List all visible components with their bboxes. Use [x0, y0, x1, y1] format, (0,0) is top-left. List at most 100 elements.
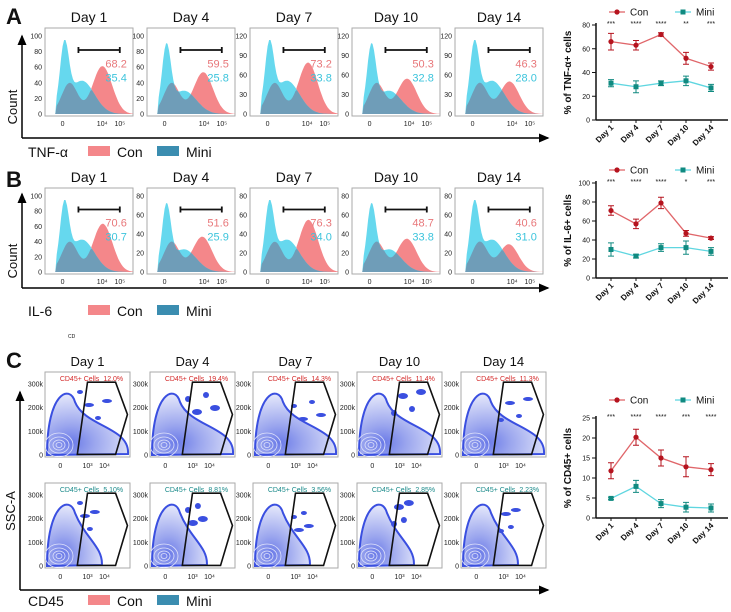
significance-mark: **** — [631, 21, 642, 28]
gate-bar — [487, 47, 531, 53]
x-tick-label: Day 10 — [666, 521, 691, 546]
y-tick-label: 80 — [239, 194, 247, 201]
marker-label: CD45 — [28, 593, 64, 609]
y-tick-label: 0 — [448, 270, 452, 277]
y-tick-label: 80 — [582, 23, 590, 30]
density-ring — [150, 543, 179, 568]
y-tick-label: 20 — [444, 251, 452, 258]
y-tick-label: 60 — [582, 46, 590, 53]
y-tick-label: 15 — [582, 456, 590, 463]
density-ring — [45, 543, 74, 568]
panel-letter: A — [6, 4, 22, 29]
density-contour — [253, 392, 338, 457]
mini-data-point — [633, 483, 639, 489]
density-blob — [86, 527, 93, 531]
y-tick-label: 0 — [247, 453, 251, 460]
y-tick-label: 80 — [444, 194, 452, 201]
x-tick-label: 0 — [368, 279, 372, 286]
y-tick-label: 60 — [341, 73, 349, 80]
mini-percent: 31.0 — [515, 231, 536, 243]
x-tick-label: 10⁴ — [199, 279, 210, 286]
gate-label-percent: 11.3% — [520, 376, 539, 383]
mini-percent: 35.4 — [105, 73, 126, 85]
density-ring — [150, 432, 179, 457]
density-plot-con-day-2: CD45+ Cells 14.3% 0 100k 200k 300k 0 10³ 10⁴ — [236, 371, 339, 470]
density-ring — [468, 550, 482, 562]
y-axis-title: Count — [5, 243, 20, 278]
histogram-panelA-day-1: 0 20 40 60 80 100 0 10⁴ 10⁵ 59.5 25.8 — [132, 27, 236, 128]
gate-label-percent: 8.81% — [208, 487, 228, 494]
gate-label-percent: 12.0% — [103, 376, 123, 383]
x-tick-label: Day 14 — [691, 123, 716, 148]
y-tick-label: 20 — [136, 251, 144, 258]
con-percent: 73.2 — [310, 59, 331, 71]
density-ring — [256, 547, 278, 565]
y-tick-label: 60 — [136, 65, 144, 72]
gate-label: CD45+ Cells 19.4% — [165, 376, 228, 383]
density-ring — [48, 547, 70, 565]
density-ring — [52, 550, 66, 562]
density-blob — [498, 529, 504, 533]
y-tick-label: 0 — [586, 516, 590, 523]
y-tick-label: 100 — [132, 34, 144, 41]
histogram-panelA-day-0: 0 20 40 60 80 100 0 10⁴ 10⁵ 68.2 35.4 — [30, 27, 134, 128]
density-ring — [367, 553, 375, 559]
x-tick-label: 10⁴ — [307, 463, 318, 470]
y-tick-label: 30 — [444, 92, 452, 99]
gate-polygon — [492, 492, 545, 567]
x-tick-label: 10⁴ — [204, 463, 215, 470]
density-ring — [263, 553, 271, 559]
y-tick-label: 0 — [140, 270, 144, 277]
chart-il6: 0 20 40 60 80 100 % of IL-6+ cells Day 1 *** Day … — [563, 166, 728, 306]
x-tick-label: 0 — [266, 574, 270, 581]
x-tick-label: 10⁴ — [302, 121, 313, 128]
density-blob — [403, 500, 414, 506]
x-tick-label: 10⁴ — [507, 121, 518, 128]
y-tick-label: 60 — [239, 73, 247, 80]
x-tick-label: 10⁴ — [204, 574, 215, 581]
density-title: Day 1 — [71, 354, 105, 369]
x-tick-label: 10⁴ — [302, 279, 313, 286]
y-tick-label: 100k — [133, 429, 149, 436]
density-blob — [210, 405, 220, 411]
y-tick-label: 40 — [582, 238, 590, 245]
legend-mini-label: Mini — [186, 593, 212, 609]
density-ring — [464, 436, 486, 454]
density-ring — [260, 439, 274, 451]
x-tick-label: 10⁵ — [216, 121, 227, 128]
mini-percent: 25.9 — [207, 231, 228, 243]
y-tick-label: 60 — [444, 73, 452, 80]
legend-mini-marker — [680, 9, 686, 15]
density-ring — [263, 442, 271, 448]
x-tick-label: 10³ — [498, 463, 509, 470]
significance-mark: **** — [631, 179, 642, 186]
mini-percent: 33.8 — [412, 231, 433, 243]
x-tick-label: 0 — [163, 574, 167, 581]
gate-label-name: CD45+ Cells — [60, 487, 100, 494]
legend-con-swatch — [88, 595, 110, 605]
y-tick-label: 100k — [28, 540, 44, 547]
x-tick-label: 0 — [61, 121, 65, 128]
y-tick-label: 100k — [444, 540, 460, 547]
y-tick-label: 300k — [28, 382, 44, 389]
overlap-histogram-area — [455, 82, 543, 114]
density-blob — [293, 528, 304, 532]
x-tick-label: 0 — [58, 463, 62, 470]
legend-label: Con — [630, 396, 648, 407]
density-title: Day 10 — [379, 354, 420, 369]
y-tick-label: 90 — [239, 53, 247, 60]
gate-polygon — [76, 492, 129, 567]
histogram-title: Day 1 — [71, 169, 108, 185]
density-blob — [309, 400, 315, 404]
histogram-panelB-day-2: 0 20 40 60 80 0 10⁴ 10⁵ 76.334.0 — [239, 187, 339, 286]
legend-label: Con — [630, 8, 648, 19]
significance-mark: *** — [607, 179, 615, 186]
con-percent: 50.3 — [412, 59, 433, 71]
density-ring — [468, 439, 482, 451]
significance-mark: *** — [607, 414, 615, 421]
mini-data-point — [608, 80, 614, 86]
y-tick-label: 300k — [133, 493, 149, 500]
y-tick-label: 200k — [236, 405, 252, 412]
legend-mini-swatch — [157, 146, 179, 156]
x-tick-label: 0 — [474, 463, 478, 470]
